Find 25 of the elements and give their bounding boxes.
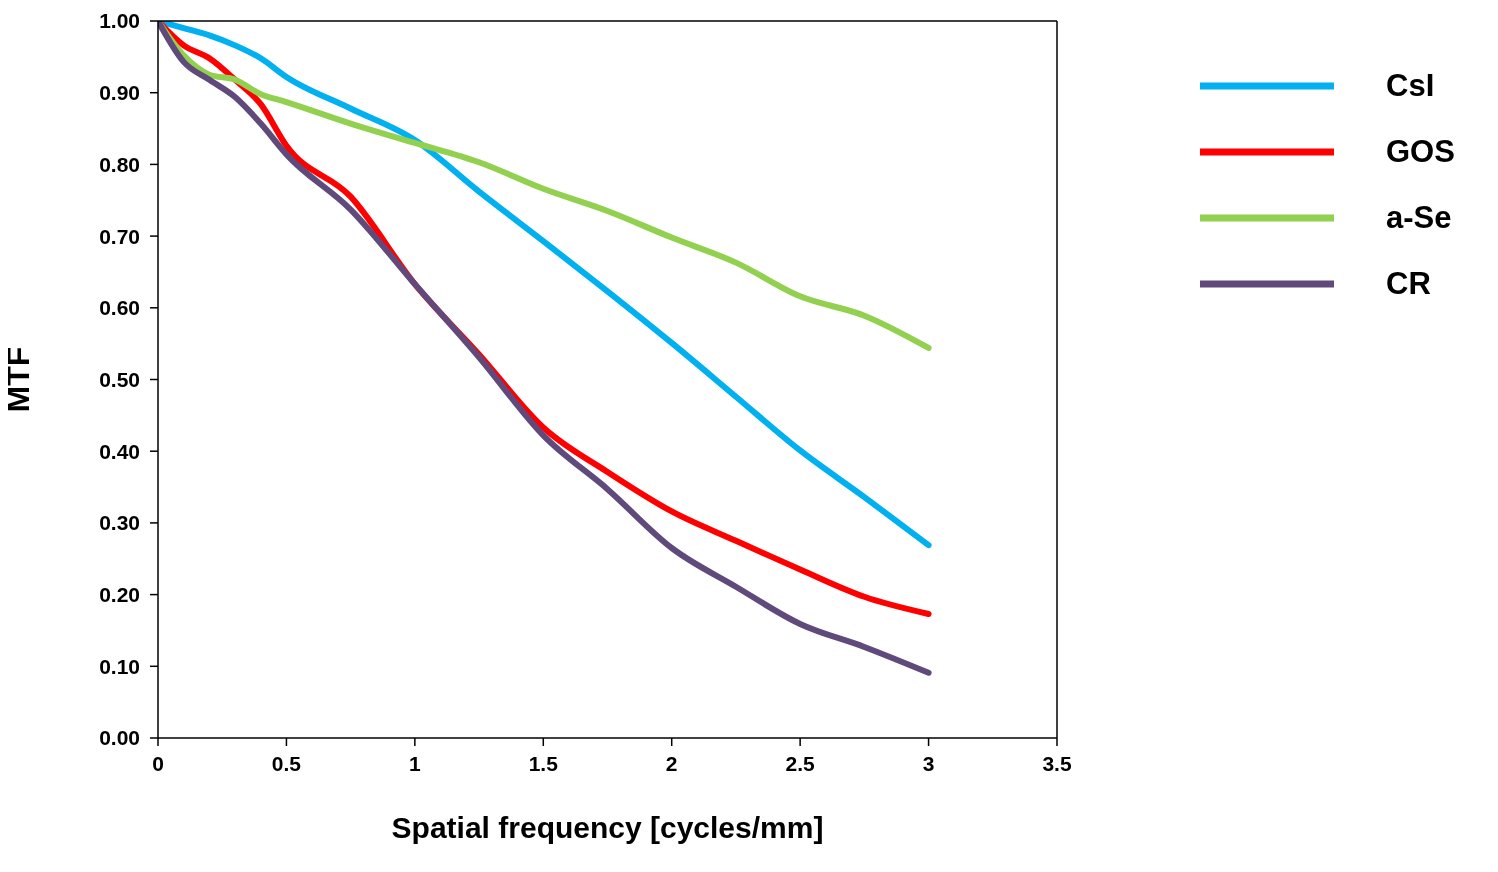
legend-label: a-Se	[1386, 200, 1452, 236]
y-tick-label: 0.10	[99, 654, 140, 678]
y-tick-label: 0.30	[99, 511, 140, 535]
y-tick-label: 0.60	[99, 296, 140, 320]
y-tick-label: 0.90	[99, 81, 140, 105]
x-tick-label: 2	[665, 751, 678, 775]
y-tick-label: 0.80	[99, 152, 140, 176]
x-axis-title: Spatial frequency [cycles/mm]	[391, 811, 824, 844]
y-tick-label: 0.20	[99, 583, 140, 607]
y-tick-label: 1.00	[99, 9, 140, 33]
y-tick-label: 0.40	[99, 439, 140, 463]
x-tick-label: 1.5	[528, 751, 559, 775]
x-tick-label: 0	[152, 751, 164, 775]
x-tick-label: 3.5	[1042, 751, 1072, 775]
y-axis-title: MTF	[0, 346, 37, 413]
x-tick-label: 1	[409, 751, 422, 775]
legend-label: CsI	[1386, 68, 1435, 104]
legend-label: CR	[1386, 266, 1431, 302]
x-tick-label: 3	[922, 751, 935, 775]
x-tick-label: 2.5	[785, 751, 816, 775]
y-tick-label: 0.00	[99, 726, 140, 750]
y-tick-label: 0.50	[99, 367, 140, 391]
y-tick-label: 0.70	[99, 224, 140, 248]
x-tick-label: 0.5	[271, 751, 302, 775]
legend-label: GOS	[1386, 134, 1455, 170]
